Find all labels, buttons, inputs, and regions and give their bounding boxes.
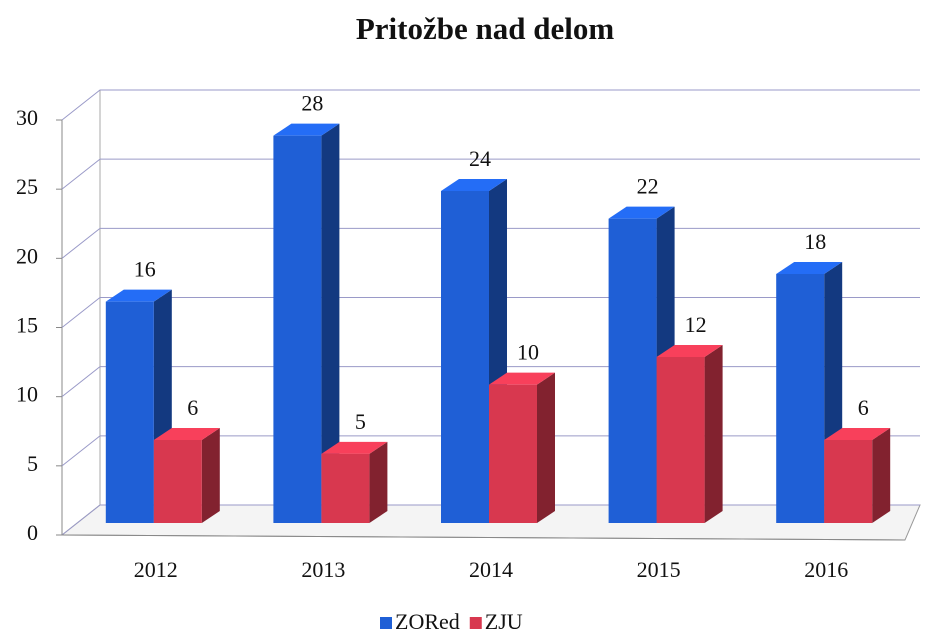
x-tick-label: 2014 bbox=[469, 557, 513, 582]
bar-top bbox=[441, 179, 507, 191]
bar-top bbox=[105, 289, 172, 302]
y-tick-label: 10 bbox=[16, 382, 38, 407]
chart-title: Pritožbe nad delom bbox=[356, 11, 614, 46]
data-label: 6 bbox=[858, 395, 869, 420]
data-label: 12 bbox=[685, 312, 707, 337]
data-label: 16 bbox=[134, 257, 156, 282]
bar bbox=[608, 218, 657, 523]
bar-top bbox=[153, 428, 220, 440]
data-label: 10 bbox=[517, 340, 539, 365]
y-tick-label: 15 bbox=[16, 313, 38, 338]
bar-side bbox=[321, 123, 340, 524]
y-tick-label: 0 bbox=[27, 520, 38, 545]
grid-line bbox=[61, 158, 920, 190]
y-tick-label: 5 bbox=[27, 451, 38, 476]
grid-line bbox=[61, 89, 920, 121]
bar bbox=[776, 274, 825, 523]
bar-top bbox=[489, 372, 555, 385]
bar bbox=[321, 453, 370, 523]
bar-side bbox=[704, 345, 723, 523]
data-label: 22 bbox=[637, 174, 659, 199]
x-tick-label: 2013 bbox=[301, 557, 345, 582]
data-label: 18 bbox=[804, 229, 826, 254]
bar-side bbox=[369, 441, 388, 523]
bar bbox=[153, 440, 202, 523]
data-label: 24 bbox=[469, 146, 491, 171]
bar-top bbox=[824, 428, 891, 440]
legend-swatch bbox=[469, 617, 482, 629]
legend-label: ZORed bbox=[395, 609, 460, 634]
bar-side bbox=[201, 428, 220, 523]
bar bbox=[273, 135, 322, 523]
x-tick-label: 2012 bbox=[134, 557, 178, 582]
data-label: 5 bbox=[355, 409, 366, 434]
x-tick-label: 2016 bbox=[804, 557, 848, 582]
y-tick-label: 30 bbox=[16, 105, 38, 130]
data-label: 28 bbox=[301, 91, 323, 116]
bar-top bbox=[656, 345, 723, 357]
data-label: 6 bbox=[187, 395, 198, 420]
legend-swatch bbox=[380, 617, 392, 629]
bar-side bbox=[872, 428, 891, 523]
bar bbox=[656, 357, 705, 523]
bar-top bbox=[273, 123, 340, 136]
bar-top bbox=[608, 206, 675, 219]
legend-label: ZJU bbox=[485, 609, 523, 634]
bar bbox=[824, 440, 873, 523]
bar bbox=[105, 301, 154, 523]
bar bbox=[441, 191, 489, 523]
x-tick-label: 2015 bbox=[637, 557, 681, 582]
bar bbox=[489, 384, 537, 523]
axis-line bbox=[61, 534, 906, 541]
y-tick-label: 25 bbox=[16, 174, 38, 199]
bar-side bbox=[537, 372, 555, 523]
y-tick-label: 20 bbox=[16, 243, 38, 268]
bar-top bbox=[321, 441, 388, 454]
bar-top bbox=[776, 262, 843, 274]
